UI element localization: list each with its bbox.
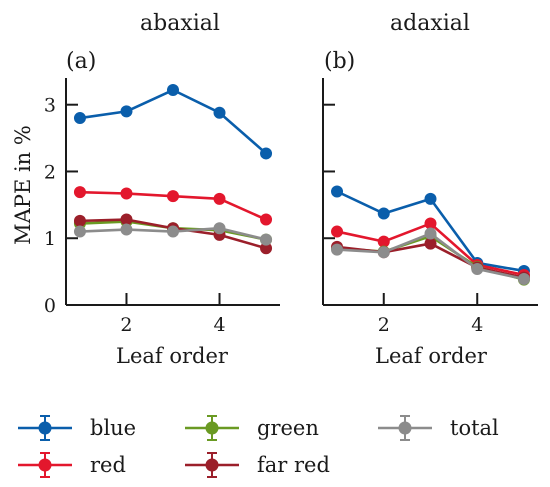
legend-item-green: green xyxy=(185,415,319,441)
data-point-total xyxy=(167,225,179,238)
legend-marker xyxy=(18,452,72,478)
data-point-blue xyxy=(377,207,390,220)
data-point-red xyxy=(167,190,179,203)
data-point-blue xyxy=(424,192,437,205)
data-point-blue xyxy=(331,185,344,198)
legend-marker xyxy=(185,415,239,441)
data-point-red xyxy=(120,187,133,200)
data-point-total xyxy=(471,262,484,275)
legend-dot xyxy=(38,458,52,472)
data-point-red xyxy=(73,186,86,199)
panel-label: (a) xyxy=(66,49,96,74)
legend-item-total: total xyxy=(378,415,499,441)
x-tick-label: 2 xyxy=(378,314,390,336)
data-point-total xyxy=(377,246,390,259)
legend-label: blue xyxy=(90,416,136,440)
legend-item-red: red xyxy=(18,452,126,478)
legend-label: green xyxy=(257,416,319,440)
y-tick-label: 0 xyxy=(44,295,56,317)
legend-label: total xyxy=(450,416,499,440)
legend-item-blue: blue xyxy=(18,415,136,441)
legend: blue green total red far red xyxy=(18,415,499,478)
data-point-total xyxy=(213,222,226,235)
data-point-blue xyxy=(73,112,86,125)
y-axis-label: MAPE in % xyxy=(11,125,35,245)
data-point-red xyxy=(213,192,226,205)
panel-abaxial: abaxial (a) 0 1 2 3 2 4 Leaf order MAPE in % xyxy=(11,11,280,368)
legend-label: far red xyxy=(257,453,330,477)
data-point-total xyxy=(260,233,273,246)
x-tick-label: 4 xyxy=(471,314,483,336)
x-tick-label: 2 xyxy=(120,314,132,336)
legend-marker xyxy=(378,415,432,441)
legend-dot xyxy=(38,421,52,435)
data-point-far-red xyxy=(424,237,437,250)
plot-area: 0 1 2 3 2 4 xyxy=(44,78,280,336)
data-point-red xyxy=(331,225,344,238)
x-tick-label: 4 xyxy=(213,314,225,336)
data-point-blue xyxy=(213,106,226,119)
data-point-total xyxy=(424,227,437,240)
legend-dot xyxy=(205,458,219,472)
data-point-far-red xyxy=(73,214,86,227)
y-tick-label: 3 xyxy=(44,95,56,117)
data-point-blue xyxy=(167,84,179,97)
panel-label: (b) xyxy=(324,49,355,74)
legend-dot xyxy=(205,421,219,435)
data-point-blue xyxy=(120,105,133,118)
data-point-total xyxy=(73,225,86,238)
x-axis-label: Leaf order xyxy=(116,344,229,368)
legend-marker xyxy=(18,415,72,441)
data-point-red xyxy=(377,235,390,248)
data-point-total xyxy=(120,223,133,236)
panel-title: adaxial xyxy=(390,11,470,36)
legend-dot xyxy=(398,421,412,435)
data-point-red xyxy=(424,217,437,230)
legend-marker xyxy=(185,452,239,478)
legend-label: red xyxy=(90,453,126,477)
data-point-red xyxy=(260,213,273,226)
y-tick-label: 1 xyxy=(44,228,56,250)
data-point-blue xyxy=(260,147,273,160)
data-point-total xyxy=(517,272,530,285)
panel-title: abaxial xyxy=(140,11,220,36)
data-point-far-red xyxy=(120,213,133,226)
x-axis-label: Leaf order xyxy=(375,344,488,368)
y-tick-label: 2 xyxy=(44,161,56,183)
legend-item-far-red: far red xyxy=(185,452,330,478)
series-line-blue xyxy=(79,88,267,155)
data-point-far-red xyxy=(260,242,273,255)
data-point-total xyxy=(331,243,344,256)
